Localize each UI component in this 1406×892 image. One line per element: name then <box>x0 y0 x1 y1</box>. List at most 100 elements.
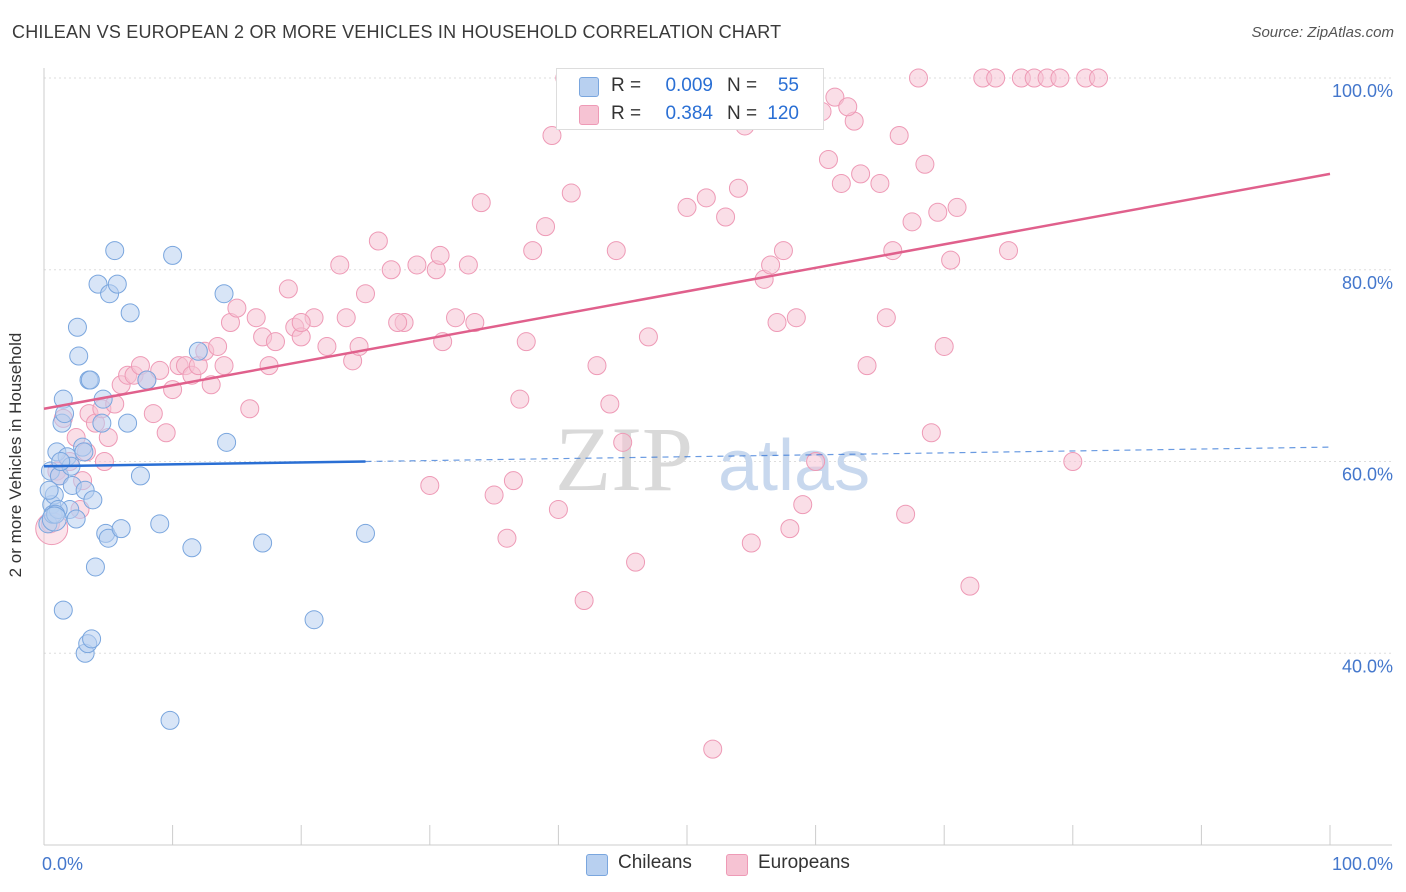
european-point <box>368 231 388 251</box>
european-point <box>986 68 1006 88</box>
european-point <box>831 173 851 193</box>
european-point <box>934 336 954 356</box>
european-point <box>548 499 568 519</box>
european-point <box>497 528 517 548</box>
european-point <box>330 255 350 275</box>
european-point <box>336 308 356 328</box>
chilean-point <box>67 317 87 337</box>
european-point <box>356 284 375 304</box>
european-point <box>574 591 594 611</box>
european-point <box>793 495 813 515</box>
european-point <box>516 332 536 352</box>
european-point <box>1050 68 1070 88</box>
chilean-point <box>85 557 105 577</box>
european-point <box>638 327 658 347</box>
european-point <box>143 404 163 424</box>
watermark: ZIP atlas <box>555 408 870 510</box>
european-point <box>471 193 491 213</box>
european-point <box>407 255 427 275</box>
chilean-point <box>163 245 183 265</box>
european-point <box>716 207 736 227</box>
european-point <box>728 178 748 198</box>
chilean-point <box>130 466 150 486</box>
european-point <box>536 217 556 237</box>
european-point <box>542 126 562 146</box>
european-point <box>94 452 114 471</box>
n-value: 120 <box>767 103 799 124</box>
chilean-point <box>69 346 89 366</box>
chilean-point <box>107 274 127 294</box>
european-point <box>626 552 646 572</box>
legend-label: Chileans <box>618 852 692 873</box>
chileans-trend-line <box>43 460 366 468</box>
source-credit: Source: ZipAtlas.com <box>1251 24 1394 41</box>
european-point <box>960 576 980 596</box>
european-point <box>240 399 260 419</box>
chilean-point <box>182 538 202 558</box>
x-tick-label: 0.0% <box>42 854 83 874</box>
european-point <box>484 485 504 505</box>
european-point <box>677 197 697 217</box>
european-point <box>780 519 800 539</box>
european-point <box>208 336 228 356</box>
n-label: N = <box>727 103 758 124</box>
chilean-point <box>120 303 140 323</box>
european-point <box>458 255 478 275</box>
r-value: 0.009 <box>665 75 713 96</box>
n-value: 55 <box>777 75 799 96</box>
european-point <box>947 197 967 217</box>
european-point <box>773 241 793 261</box>
european-point <box>265 332 285 352</box>
chilean-point <box>82 629 102 649</box>
grid-layer <box>44 77 1392 654</box>
european-point <box>503 471 523 491</box>
chart-title: CHILEAN VS EUROPEAN 2 OR MORE VEHICLES I… <box>12 22 782 42</box>
european-point <box>388 312 408 332</box>
chileans-trend-extension <box>365 446 1331 463</box>
european-point <box>767 312 787 332</box>
european-point <box>420 475 440 495</box>
chilean-point <box>253 533 273 553</box>
chilean-point <box>217 432 237 452</box>
european-point <box>921 423 941 443</box>
european-point <box>465 312 485 332</box>
chilean-point <box>118 413 138 433</box>
european-point <box>446 308 466 328</box>
european-point <box>825 87 845 107</box>
chilean-point <box>41 506 67 532</box>
european-point <box>696 188 716 208</box>
r-label: R = <box>611 75 642 96</box>
european-point <box>561 183 581 203</box>
chilean-point <box>105 241 125 261</box>
europeans-swatch <box>726 854 748 876</box>
chileans-swatch <box>586 854 608 876</box>
european-point <box>928 202 948 222</box>
axis-layer <box>43 68 1392 846</box>
chilean-point <box>111 519 131 539</box>
chilean-point <box>98 528 118 548</box>
n-label: N = <box>727 75 758 96</box>
correlation-legend: R = 0.009 N = 55 R = 0.384 N = 120 <box>556 68 824 130</box>
chilean-point <box>80 370 100 390</box>
european-point <box>613 432 633 452</box>
european-point <box>851 164 871 184</box>
european-point <box>857 356 877 376</box>
chilean-point <box>304 610 324 630</box>
european-point <box>703 739 723 759</box>
x-tick-label: 100.0% <box>1332 854 1393 874</box>
legend-label: Europeans <box>758 852 850 873</box>
chilean-point <box>46 504 66 524</box>
chilean-point <box>83 490 103 510</box>
european-point <box>838 97 858 117</box>
legend-row-europeans: R = 0.384 N = 120 <box>557 101 823 129</box>
y-tick-label: 80.0% <box>1342 273 1393 293</box>
european-point <box>1063 452 1083 471</box>
european-point <box>587 356 607 376</box>
y-axis-label: 2 or more Vehicles in Household <box>6 332 25 578</box>
european-point <box>806 452 826 471</box>
european-point <box>227 298 247 318</box>
chilean-point <box>51 452 71 471</box>
european-point <box>317 336 337 356</box>
watermark-atlas: atlas <box>718 426 870 506</box>
